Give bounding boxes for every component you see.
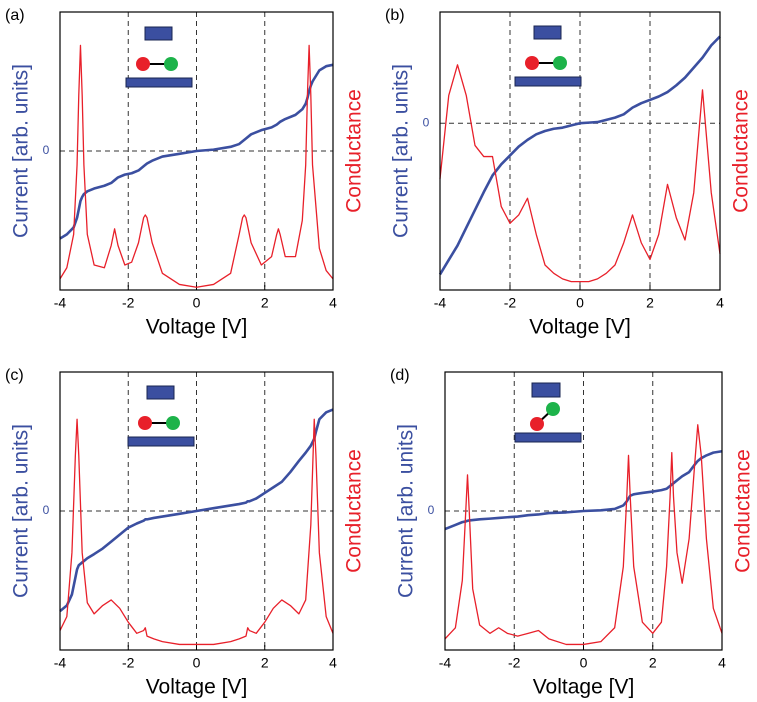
x-tick-label: 4 bbox=[716, 295, 724, 311]
tip bbox=[533, 25, 562, 40]
x-tick-label: -4 bbox=[434, 295, 447, 311]
conductance-line bbox=[59, 44, 334, 288]
atom-red bbox=[530, 417, 544, 431]
x-tick-label: 4 bbox=[329, 655, 337, 671]
current-line bbox=[438, 35, 721, 276]
plot-frame bbox=[439, 11, 721, 291]
atom-green bbox=[553, 56, 567, 70]
x-tick-label: 0 bbox=[580, 655, 588, 671]
plot-frame bbox=[59, 371, 334, 651]
x-axis-label: Voltage [V] bbox=[146, 676, 248, 699]
panel: -4 -2 0 2 4 0 (c) Voltage [V] Current [arb. unit… bbox=[5, 367, 366, 698]
panel: -4 -2 0 2 4 0 (d) Voltage [V] Current [arb. unit… bbox=[390, 367, 755, 698]
y2-axis-label: Conductance bbox=[732, 449, 755, 573]
electrode-bar bbox=[514, 432, 582, 443]
y-tick-label: 0 bbox=[43, 503, 50, 517]
plot-frame bbox=[444, 371, 723, 651]
x-tick-label: -4 bbox=[54, 655, 67, 671]
y-axis-label: Current [arb. units] bbox=[395, 424, 418, 598]
current-line bbox=[444, 449, 723, 531]
conductance-line bbox=[439, 64, 721, 283]
atom-red bbox=[138, 416, 152, 430]
x-tick-label: 2 bbox=[261, 295, 269, 311]
y-tick-label: 0 bbox=[43, 143, 50, 157]
electrode-bar bbox=[125, 77, 193, 88]
y-axis-label: Current [arb. units] bbox=[10, 64, 33, 238]
x-tick-label: 0 bbox=[576, 295, 584, 311]
x-tick-label: 2 bbox=[646, 295, 654, 311]
y-axis-label: Current [arb. units] bbox=[390, 64, 413, 238]
conductance-line bbox=[444, 424, 723, 646]
x-tick-label: 0 bbox=[193, 655, 201, 671]
y-tick-label: 0 bbox=[423, 115, 430, 129]
plot-frame bbox=[59, 11, 334, 291]
tip bbox=[146, 385, 175, 400]
tip bbox=[144, 26, 173, 41]
y2-axis-label: Conductance bbox=[343, 89, 366, 213]
panel: -4 -2 0 2 4 0 (b) Voltage [V] Current [arb. unit… bbox=[385, 7, 753, 338]
x-axis-label: Voltage [V] bbox=[529, 316, 631, 339]
x-tick-label: 2 bbox=[261, 655, 269, 671]
atom-green bbox=[546, 402, 560, 416]
x-tick-label: -4 bbox=[54, 295, 67, 311]
y-tick-label: 0 bbox=[428, 503, 435, 517]
x-tick-label: -4 bbox=[439, 655, 452, 671]
x-tick-label: 0 bbox=[193, 295, 201, 311]
atom-red bbox=[525, 56, 539, 70]
y2-axis-label: Conductance bbox=[730, 89, 753, 213]
current-line bbox=[59, 63, 334, 240]
x-axis-label: Voltage [V] bbox=[533, 676, 635, 699]
x-tick-label: -2 bbox=[504, 295, 517, 311]
x-tick-label: 4 bbox=[718, 655, 726, 671]
electrode-bar bbox=[127, 436, 195, 447]
tip bbox=[531, 382, 561, 398]
x-tick-label: -2 bbox=[122, 295, 135, 311]
x-tick-label: 2 bbox=[649, 655, 657, 671]
x-tick-label: 4 bbox=[329, 295, 337, 311]
atom-green bbox=[164, 57, 178, 71]
y2-axis-label: Conductance bbox=[343, 449, 366, 573]
x-axis-label: Voltage [V] bbox=[146, 316, 248, 339]
panel-label: (d) bbox=[390, 367, 410, 384]
atom-red bbox=[136, 57, 150, 71]
atom-green bbox=[166, 416, 180, 430]
x-tick-label: -2 bbox=[122, 655, 135, 671]
y-axis-label: Current [arb. units] bbox=[10, 424, 33, 598]
conductance-line bbox=[59, 418, 334, 646]
panel-label: (c) bbox=[5, 367, 24, 384]
panel: -4 -2 0 2 4 0 (a) Voltage [V] Current [arb. unit… bbox=[5, 7, 366, 338]
panel-label: (b) bbox=[385, 7, 405, 24]
x-tick-label: -2 bbox=[508, 655, 521, 671]
current-line bbox=[59, 408, 334, 613]
electrode-bar bbox=[514, 76, 582, 87]
panel-label: (a) bbox=[5, 7, 25, 24]
